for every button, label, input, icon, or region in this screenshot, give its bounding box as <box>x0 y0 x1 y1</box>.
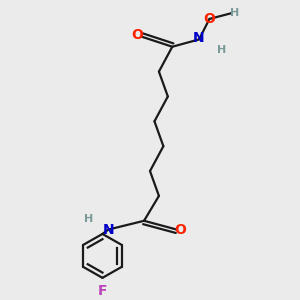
Text: F: F <box>98 284 107 298</box>
Text: H: H <box>217 45 226 55</box>
Text: O: O <box>132 28 143 42</box>
Text: O: O <box>203 12 215 26</box>
Text: H: H <box>230 8 239 18</box>
Text: H: H <box>84 214 94 224</box>
Text: N: N <box>103 223 114 237</box>
Text: N: N <box>193 31 205 45</box>
Text: O: O <box>174 223 186 237</box>
